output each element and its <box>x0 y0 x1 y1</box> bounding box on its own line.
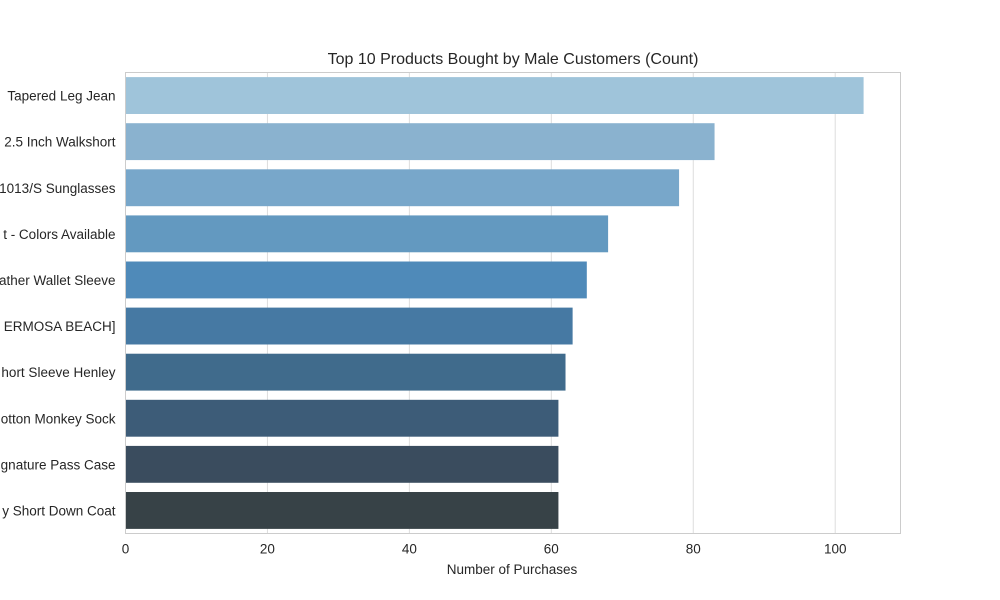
y-tick-label: gnature Pass Case <box>1 457 116 472</box>
y-tick-label: ERMOSA BEACH] <box>4 319 116 334</box>
bar <box>125 215 609 253</box>
y-tick-label: ather Wallet Sleeve <box>0 273 116 288</box>
x-tick-label: 60 <box>544 542 559 557</box>
x-axis-label: Number of Purchases <box>447 562 578 577</box>
bar <box>125 261 587 299</box>
bar <box>125 399 559 437</box>
chart-title: Top 10 Products Bought by Male Customers… <box>328 51 699 68</box>
bar <box>125 77 864 114</box>
y-tick-label: otton Monkey Sock <box>1 411 116 426</box>
x-tick-labels: 0 20 40 60 80 100 <box>122 542 847 557</box>
x-tick-label: 0 <box>122 542 130 557</box>
y-tick-labels: Tapered Leg Jean 2.5 Inch Walkshort 1013/S… <box>0 89 116 519</box>
y-tick-label: 1013/S Sunglasses <box>0 181 116 196</box>
x-tick-label: 20 <box>260 542 275 557</box>
x-tick-label: 40 <box>402 542 417 557</box>
bar <box>125 123 715 161</box>
bar <box>125 307 573 345</box>
y-tick-label: 2.5 Inch Walkshort <box>4 135 116 150</box>
y-tick-label: hort Sleeve Henley <box>1 365 115 380</box>
bar <box>125 445 559 483</box>
y-tick-label: y Short Down Coat <box>2 503 116 518</box>
bars <box>125 77 864 529</box>
x-tick-label: 100 <box>824 542 847 557</box>
bar <box>125 353 566 391</box>
x-tick-label: 80 <box>686 542 701 557</box>
plot-frame <box>125 72 901 534</box>
bar <box>125 169 680 207</box>
y-tick-label: Tapered Leg Jean <box>7 89 115 104</box>
bar <box>125 492 559 529</box>
y-tick-label: t - Colors Available <box>3 227 115 242</box>
